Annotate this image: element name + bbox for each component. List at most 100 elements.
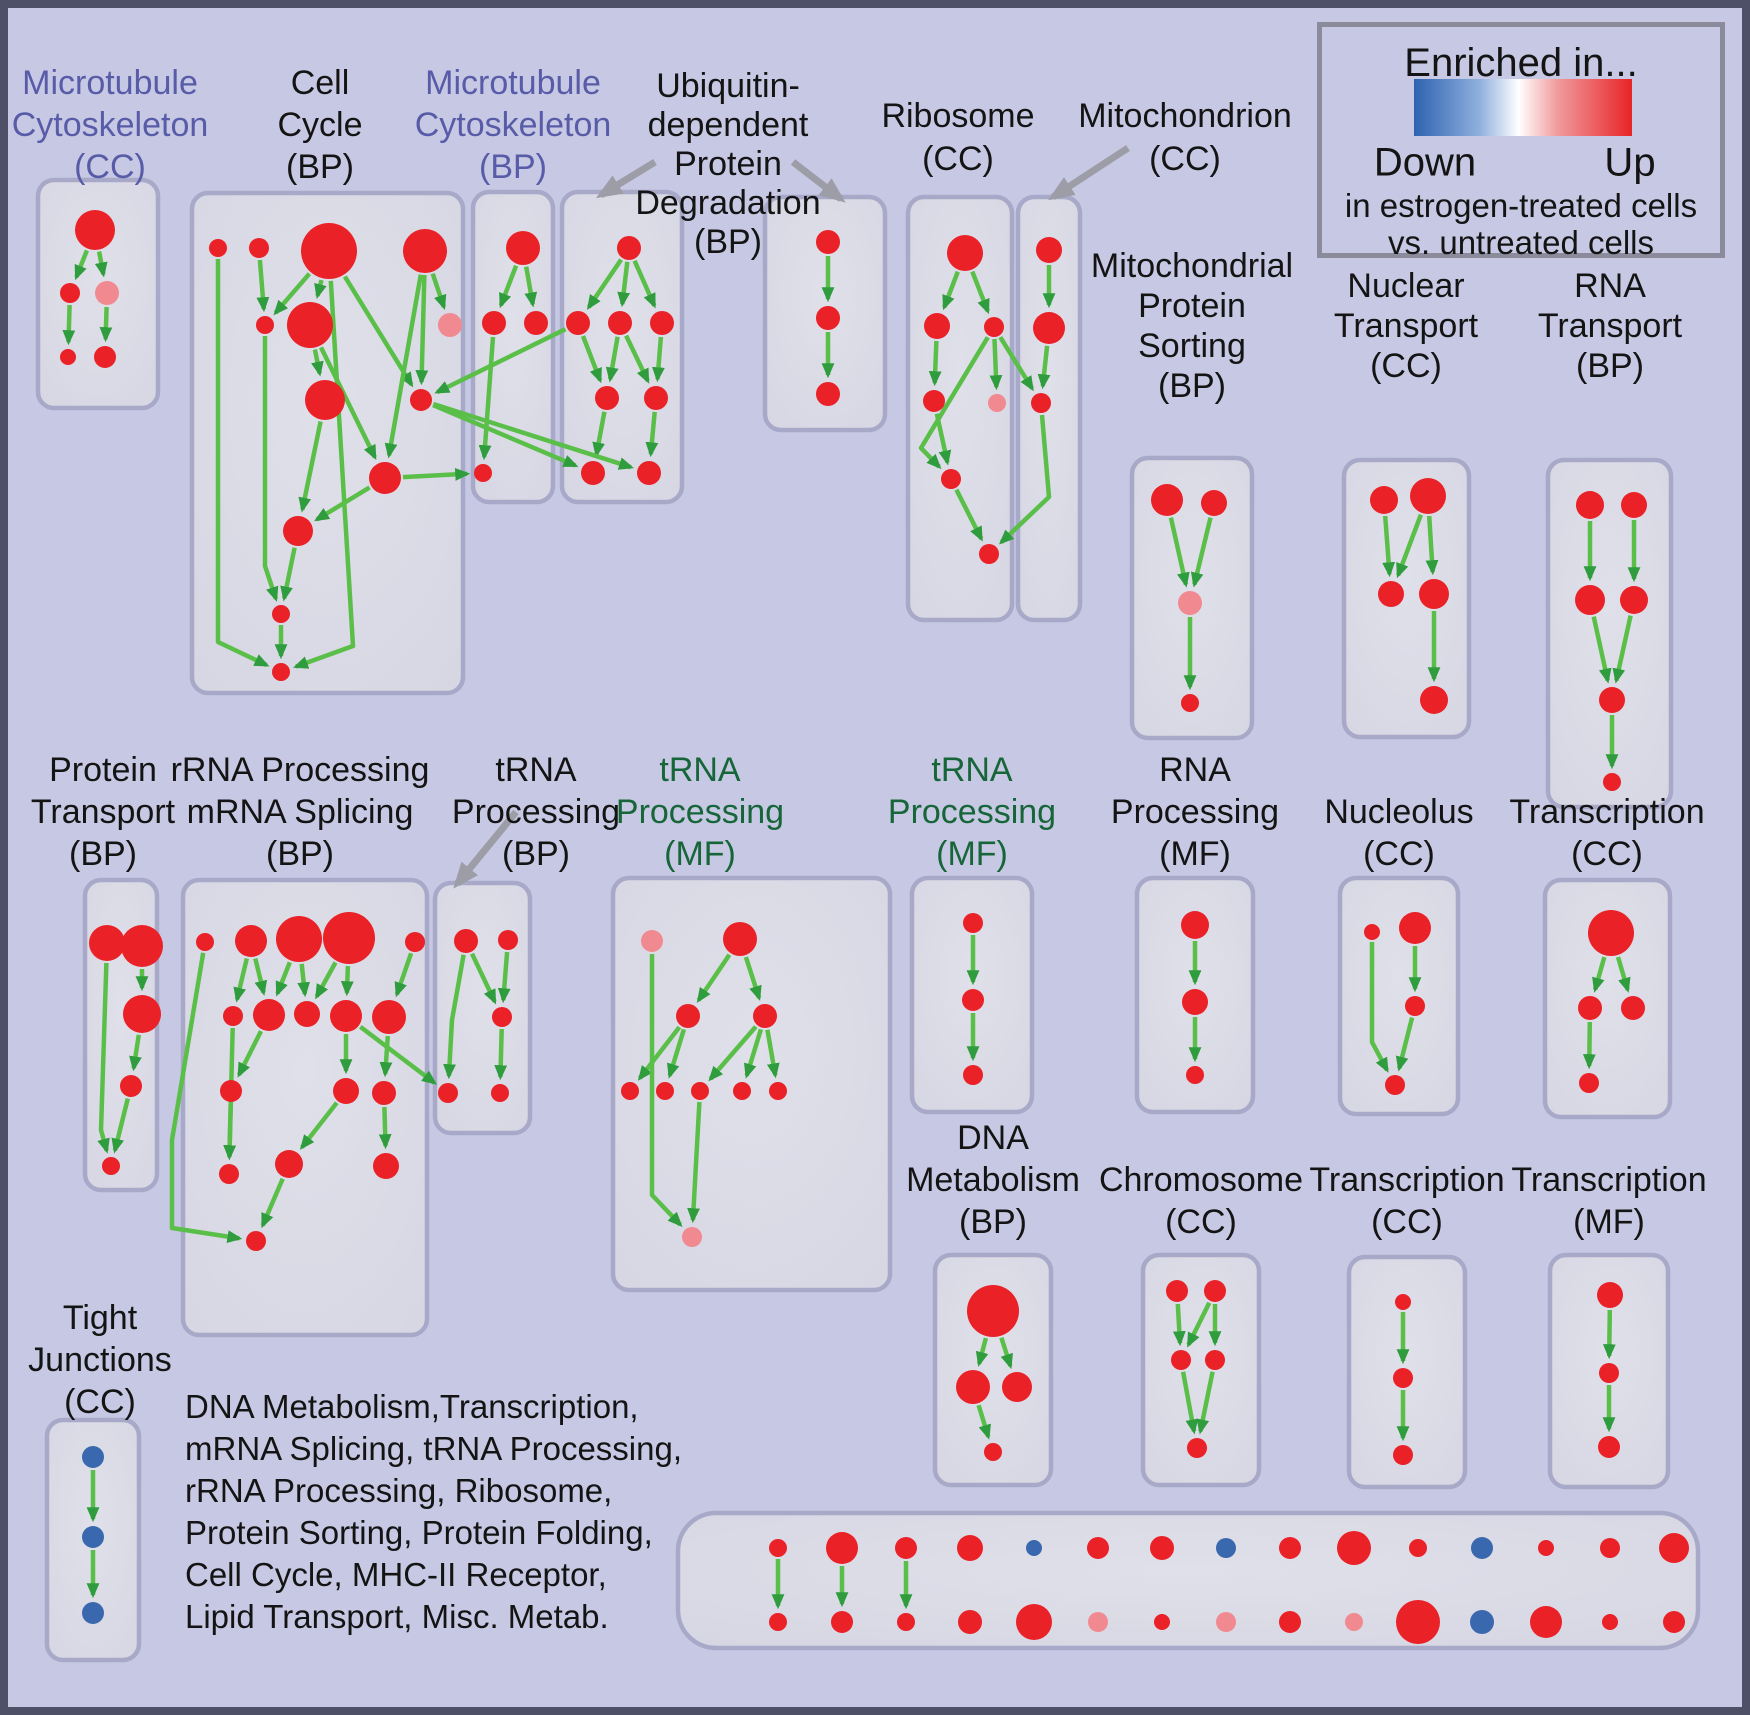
node-mitochondrial-protein-sorting-bp-c <box>1181 694 1199 712</box>
cluster-nodes-ubiquitin-degradation-bp-b <box>816 230 840 406</box>
node-trna-processing-mf-large-r4 <box>733 1082 751 1100</box>
cluster-edges-ubiquitin-degradation-bp-a <box>580 258 665 458</box>
edge-m-bt <box>1395 1017 1415 1072</box>
edge-T-m1 <box>696 953 732 1003</box>
node-misc-enriched-terms-t9 <box>1279 1537 1301 1559</box>
node-ubiquitin-degradation-bp-a-m2 <box>608 311 632 335</box>
edge-m2-l2 <box>624 334 650 384</box>
edge-A-C <box>970 270 990 315</box>
edge-t1-m <box>469 952 497 1005</box>
node-microtubule-cytoskeleton-bp-b <box>474 464 492 482</box>
legend: Enriched in... Down Up in estrogen-treat… <box>1317 22 1725 261</box>
edge-m3-l2 <box>652 336 665 383</box>
node-trna-processing-mf-small-s1 <box>963 913 983 933</box>
cluster-label-microtubule-cytoskeleton-bp: Microtubule Cytoskeleton (BP) <box>415 64 612 186</box>
node-rrna-processing-mrna-splicing-bp-L <box>220 1080 242 1102</box>
node-nuclear-transport-cc-b <box>1410 478 1446 514</box>
legend-title: Enriched in... <box>1404 41 1638 85</box>
edge-m2-r5 <box>765 1029 780 1079</box>
node-misc-enriched-terms-b7 <box>1154 1614 1170 1630</box>
cluster-label-ubiquitin-degradation-bp-a: Ubiquitin-dependent Protein Degradation (BP… <box>635 67 820 261</box>
node-misc-enriched-terms-b14 <box>1602 1614 1618 1630</box>
edge-D-H <box>314 961 338 1000</box>
node-trna-processing-mf-large-m1 <box>676 1004 700 1028</box>
cluster-label-protein-transport-bp: Protein Transport (BP) <box>31 751 176 873</box>
misc-terms-text-block: DNA Metabolism,Transcription, mRNA Splic… <box>185 1386 682 1638</box>
edge-C-E <box>989 338 1003 391</box>
cross-edge-1 <box>434 327 567 395</box>
node-misc-enriched-terms-b8 <box>1216 1612 1236 1632</box>
edge-b-d <box>62 304 76 346</box>
cross-edge-3 <box>432 401 634 470</box>
node-rna-transport-bp-b <box>1621 492 1647 518</box>
edge-m2-l1 <box>605 336 620 383</box>
node-cell-cycle-bp-n10 <box>369 462 401 494</box>
edge-n1-n13 <box>215 259 270 668</box>
node-cell-cycle-bp-n8 <box>410 389 432 411</box>
cluster-label-trna-processing-mf-small: tRNA Processing (MF) <box>888 751 1056 873</box>
node-rna-processing-mf-s3 <box>1186 1066 1204 1084</box>
edge-t1-m1 <box>1172 1303 1186 1347</box>
edge-B-m1 <box>1592 956 1607 993</box>
cluster-edges-transcription-cc-upper <box>1582 956 1631 1070</box>
cluster-nodes-nuclear-transport-cc <box>1370 478 1449 714</box>
cluster-label-dna-metabolism-bp: DNA Metabolism (BP) <box>906 1119 1080 1241</box>
cross-edge-2 <box>432 403 579 468</box>
node-trna-processing-mf-small-s2 <box>962 989 984 1011</box>
node-rrna-processing-mrna-splicing-bp-I <box>330 1000 362 1032</box>
edge-P-R <box>260 1177 285 1229</box>
node-rrna-processing-mrna-splicing-bp-P <box>275 1150 303 1178</box>
edge-n9-n11 <box>298 421 323 513</box>
cluster-edges-protein-transport-bp <box>97 962 149 1154</box>
node-transcription-cc-upper-m1 <box>1578 996 1602 1020</box>
node-misc-enriched-terms-b4 <box>958 1610 982 1634</box>
cluster-box-chromosome-cc <box>1140 1252 1262 1488</box>
node-transcription-cc-lower-s2 <box>1393 1368 1413 1388</box>
cluster-nodes-chromosome-cc <box>1166 1280 1226 1458</box>
cluster-nodes-trna-processing-mf-small <box>962 913 984 1085</box>
node-misc-enriched-terms-b6 <box>1088 1612 1108 1632</box>
node-rrna-processing-mrna-splicing-bp-E <box>405 932 425 952</box>
edge-C-F <box>918 336 990 470</box>
edge-big-p2 <box>999 1337 1013 1370</box>
edge-C-H <box>297 963 311 998</box>
node-misc-enriched-terms-t13 <box>1538 1540 1554 1556</box>
cluster-label-trna-processing-bp: tRNA Processing (BP) <box>452 751 620 873</box>
cluster-nodes-protein-transport-bp <box>89 925 163 1175</box>
edge-D-F <box>934 413 952 466</box>
cluster-label-transcription-mf: Transcription (MF) <box>1511 1161 1706 1241</box>
node-rrna-processing-mrna-splicing-bp-O <box>372 1081 396 1105</box>
node-rna-transport-bp-a <box>1576 491 1604 519</box>
node-tight-junctions-cc-b2 <box>82 1526 104 1548</box>
cluster-edges-rna-transport-bp <box>1583 520 1641 770</box>
node-rrna-processing-mrna-splicing-bp-N <box>333 1078 359 1104</box>
cluster-edges-mitochondrial-protein-sorting-bp <box>1168 517 1213 691</box>
node-misc-enriched-terms-b13 <box>1530 1606 1562 1638</box>
cluster-nodes-transcription-cc-lower <box>1393 1294 1413 1465</box>
node-trna-processing-mf-large-pk <box>641 930 663 952</box>
edge-m1-bt <box>1582 1021 1596 1070</box>
node-rna-transport-bp-e <box>1599 687 1625 713</box>
node-microtubule-cytoskeleton-bp-t <box>506 231 540 265</box>
node-protein-transport-bp-t1 <box>89 925 125 961</box>
node-nuclear-transport-cc-d <box>1419 579 1449 609</box>
node-cell-cycle-bp-n3 <box>301 223 357 279</box>
cluster-nodes-nucleolus-cc <box>1364 912 1431 1095</box>
cluster-box-rna-transport-bp <box>1545 457 1674 810</box>
cluster-nodes-cell-cycle-bp <box>209 223 462 681</box>
cluster-label-nucleolus-cc: Nucleolus (CC) <box>1324 793 1473 873</box>
node-transcription-cc-upper-bt <box>1579 1073 1599 1093</box>
edge-b-p <box>1190 517 1213 588</box>
cluster-label-rna-processing-mf: RNA Processing (MF) <box>1111 751 1279 873</box>
edge-m1-r2 <box>667 1028 687 1079</box>
node-misc-enriched-terms-t10 <box>1337 1531 1371 1565</box>
edge-t-m1 <box>586 258 623 310</box>
node-misc-enriched-terms-b15 <box>1663 1611 1685 1633</box>
edge-t1-b <box>97 962 110 1154</box>
node-microtubule-cytoskeleton-cc-c <box>95 281 119 305</box>
label-pointer-arrow-2 <box>790 159 846 203</box>
node-misc-enriched-terms-b3 <box>897 1613 915 1631</box>
node-rrna-processing-mrna-splicing-bp-B <box>235 925 267 957</box>
node-mitochondrion-cc-H <box>1036 237 1062 263</box>
